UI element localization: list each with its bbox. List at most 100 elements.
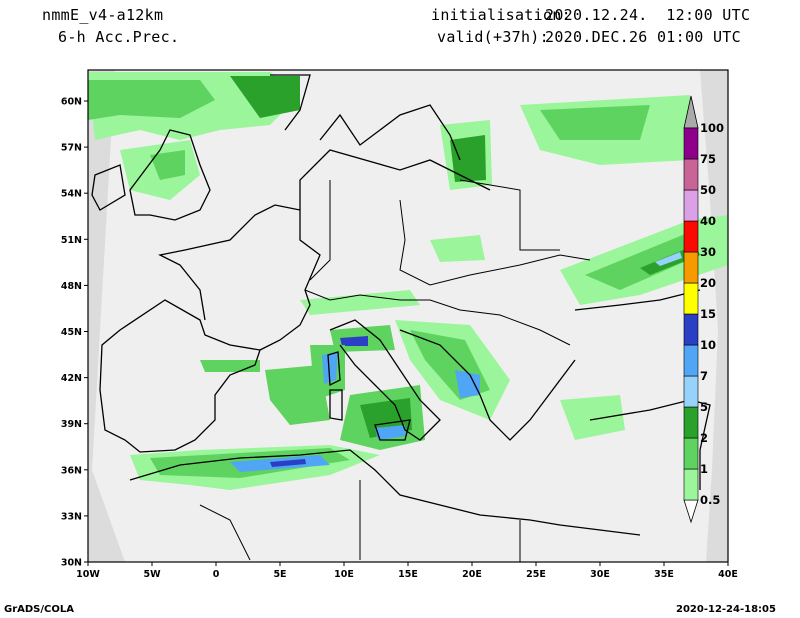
footer-source: GrADS/COLA (4, 604, 74, 615)
precip-patch-north-atlantic-moderate (88, 80, 215, 120)
legend-band (683, 468, 699, 501)
undefined-area-west (88, 70, 125, 562)
valid-value: 2020.DEC.26 01:00 UTC (545, 28, 741, 46)
border-central-europe (399, 199, 591, 286)
balkan-coast (399, 329, 576, 441)
lon-tick-label: 30E (590, 569, 610, 580)
legend-band (683, 158, 699, 191)
precip-patch-britain-moderate (150, 150, 185, 180)
precip-legend: 0.5 1 2 5 7 10 15 20 30 40 50 75 100 (683, 95, 724, 524)
precip-patch-corsica-core (322, 352, 338, 384)
legend-level-label: 7 (700, 369, 708, 383)
legend-band (683, 220, 699, 253)
turkey-coast (589, 399, 711, 490)
legend-level-label: 75 (700, 152, 716, 166)
lat-tick-label: 54N (61, 189, 82, 200)
border-poland-east (459, 179, 560, 251)
precip-patch-ukraine-core (655, 252, 682, 266)
black-sea-coast (574, 289, 701, 311)
legend-level-label: 1 (700, 462, 708, 476)
legend-band (683, 375, 699, 408)
lon-tick-label: 0 (213, 569, 220, 580)
legend-band (683, 251, 699, 284)
lat-tick-label: 30N (61, 558, 82, 569)
lat-tick-label: 39N (61, 419, 82, 430)
border-germany-west (309, 180, 331, 281)
lat-tick-label: 42N (61, 373, 82, 384)
lon-tick-label: 15E (398, 569, 418, 580)
precip-patch-balearic (265, 365, 330, 425)
precip-patch-alps-north (300, 290, 420, 315)
lat-tick-label: 45N (61, 327, 82, 338)
france-coast (158, 204, 321, 351)
lat-tick-label: 57N (61, 143, 82, 154)
precip-patch-norway-heavy (230, 76, 300, 118)
map-content (88, 70, 728, 562)
legend-level-label: 20 (700, 276, 716, 290)
country-borders (199, 179, 591, 562)
legend-band (683, 406, 699, 439)
lon-tick-label: 5E (273, 569, 286, 580)
legend-level-label: 10 (700, 338, 716, 352)
corsica-coast (327, 351, 341, 387)
border-maghreb (199, 504, 251, 561)
lon-tick-label: 10E (334, 569, 354, 580)
legend-band (683, 189, 699, 222)
lon-tick-label: 10W (76, 569, 100, 580)
legend-band (683, 344, 699, 377)
legend-level-label: 0.5 (700, 493, 720, 507)
precip-patch-albania-core (455, 370, 480, 398)
field-name: 6-h Acc.Prec. (58, 28, 180, 46)
border-alps (304, 289, 571, 346)
denmark-sweden-coast (319, 104, 461, 161)
legend-level-label: 50 (700, 183, 716, 197)
italy-coast (329, 319, 441, 441)
undefined-area-east (700, 70, 728, 562)
legend-level-label: 5 (700, 400, 708, 414)
legend-level-label: 15 (700, 307, 716, 321)
lon-tick-label: 25E (526, 569, 546, 580)
britain-coast (129, 129, 211, 221)
north-sea-coast (299, 149, 491, 210)
sardinia-coast (329, 389, 343, 421)
precip-patch-scandinavia-east-moderate (540, 105, 650, 140)
precip-patch-atlas-max (270, 459, 306, 467)
lat-tick-label: 48N (61, 281, 82, 292)
precip-patches (88, 72, 728, 490)
precip-patch-alps-core (340, 336, 368, 346)
model-name: nmmE_v4-a12km (42, 6, 164, 24)
lon-tick-label: 40E (718, 569, 738, 580)
coastlines (91, 74, 711, 536)
lon-tick-label: 5W (143, 569, 161, 580)
legend-band (683, 313, 699, 346)
legend-band (683, 282, 699, 315)
sicily-coast (374, 419, 411, 441)
init-value: 2020.12.24. 12:00 UTC (545, 6, 751, 24)
init-label: initialisation: (431, 6, 571, 24)
legend-band (683, 437, 699, 470)
precip-patch-poland-south (430, 235, 485, 262)
lat-tick-label: 60N (61, 97, 82, 108)
precip-patch-aegean (560, 395, 625, 440)
legend-level-label: 100 (700, 121, 724, 135)
footer-timestamp: 2020-12-24-18:05 (676, 604, 776, 615)
precip-patch-tyrrhenian-core (375, 425, 406, 440)
valid-label: valid(+37h): (437, 28, 549, 46)
legend-level-label: 2 (700, 431, 708, 445)
norway-coast (270, 74, 311, 131)
precip-patch-ukraine-moderate (585, 232, 700, 290)
iberia-coast (99, 299, 261, 453)
legend-level-label: 40 (700, 214, 716, 228)
lon-tick-label: 35E (654, 569, 674, 580)
latitude-axis: 60N 57N 54N 51N 48N 45N 42N 39N 36N 33N 30N (61, 97, 88, 569)
ireland-coast (91, 164, 126, 211)
north-africa-coast (129, 449, 641, 536)
legend-band (683, 127, 699, 160)
lat-tick-label: 33N (61, 511, 82, 522)
legend-level-label: 30 (700, 245, 716, 259)
lat-tick-label: 36N (61, 465, 82, 476)
lon-tick-label: 20E (462, 569, 482, 580)
longitude-axis: 10W 5W 0 5E 10E 15E 20E 25E 30E 35E 40E (76, 562, 738, 580)
precip-patch-baltic-heavy (450, 135, 486, 182)
